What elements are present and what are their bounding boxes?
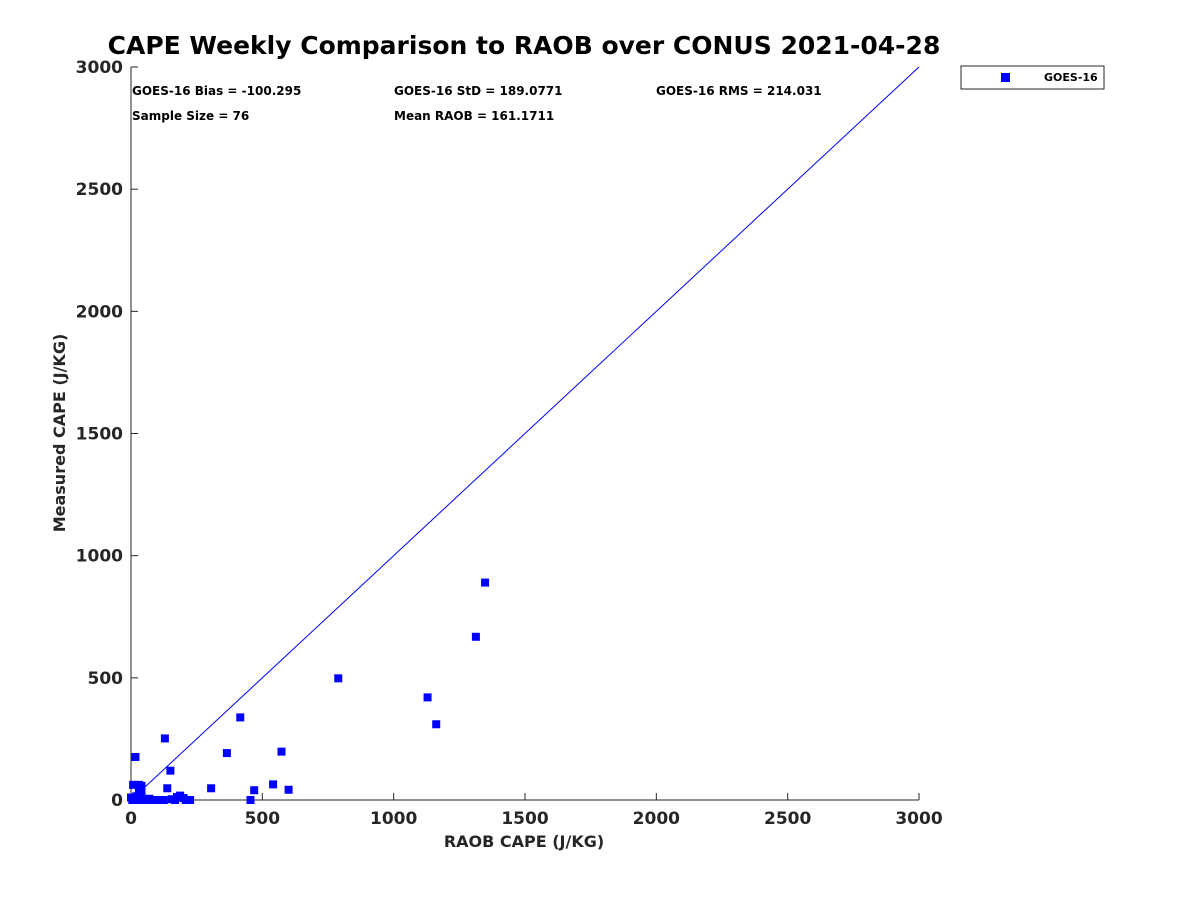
y-tick-label: 1500 (76, 425, 123, 445)
y-axis-label: Measured CAPE (J/KG) (50, 334, 69, 533)
identity-reference-line (130, 66, 920, 801)
bias-annotation: GOES-16 Bias = -100.295 (132, 84, 301, 98)
y-tick-label: 3000 (76, 58, 123, 78)
data-point (284, 785, 293, 794)
x-tick-label: 0 (125, 809, 137, 829)
y-tick-label: 500 (88, 669, 124, 689)
data-point (222, 749, 231, 758)
legend: GOES-16 (960, 65, 1105, 90)
data-point (129, 780, 138, 789)
data-point (423, 693, 432, 702)
chart-title: CAPE Weekly Comparison to RAOB over CONU… (108, 31, 941, 60)
rms-annotation: GOES-16 RMS = 214.031 (656, 84, 822, 98)
data-point (334, 674, 343, 683)
x-ticks: 0 500 1000 1500 2000 2500 3000 (125, 793, 943, 829)
data-point (181, 796, 190, 804)
data-point (269, 780, 278, 789)
data-point (432, 720, 441, 729)
legend-label-goes-16: GOES-16 (1044, 71, 1098, 84)
y-tick-label: 1000 (76, 547, 123, 567)
y-tick-label: 2000 (76, 302, 123, 322)
data-point (137, 781, 146, 790)
data-point (246, 796, 255, 804)
mean-raob-annotation: Mean RAOB = 161.1711 (394, 109, 554, 123)
data-point (250, 786, 259, 795)
data-point (160, 734, 169, 743)
legend-box (960, 65, 1105, 90)
legend-square-marker (1001, 73, 1010, 82)
y-tick-label: 2500 (76, 180, 123, 200)
data-point (159, 796, 168, 804)
x-axis-label: RAOB CAPE (J/KG) (444, 832, 604, 851)
data-point (471, 632, 480, 641)
data-point (481, 578, 490, 587)
y-ticks: 0 500 1000 1500 2000 2500 3000 (76, 58, 138, 811)
x-tick-label: 500 (245, 809, 281, 829)
x-tick-label: 3000 (895, 809, 942, 829)
data-point (236, 713, 245, 722)
data-point (131, 752, 140, 761)
data-points (127, 578, 490, 804)
data-point (145, 794, 154, 803)
data-point (166, 766, 175, 775)
data-point (163, 784, 172, 793)
data-point (129, 796, 138, 804)
x-tick-label: 2500 (764, 809, 811, 829)
x-tick-label: 1000 (370, 809, 417, 829)
sample-size-annotation: Sample Size = 76 (132, 109, 249, 123)
data-point (167, 795, 176, 804)
data-point (207, 784, 216, 793)
std-annotation: GOES-16 StD = 189.0771 (394, 84, 563, 98)
x-tick-label: 1500 (501, 809, 548, 829)
y-tick-label: 0 (111, 791, 123, 811)
data-point (186, 796, 195, 804)
data-point (277, 747, 286, 756)
x-tick-label: 2000 (633, 809, 680, 829)
